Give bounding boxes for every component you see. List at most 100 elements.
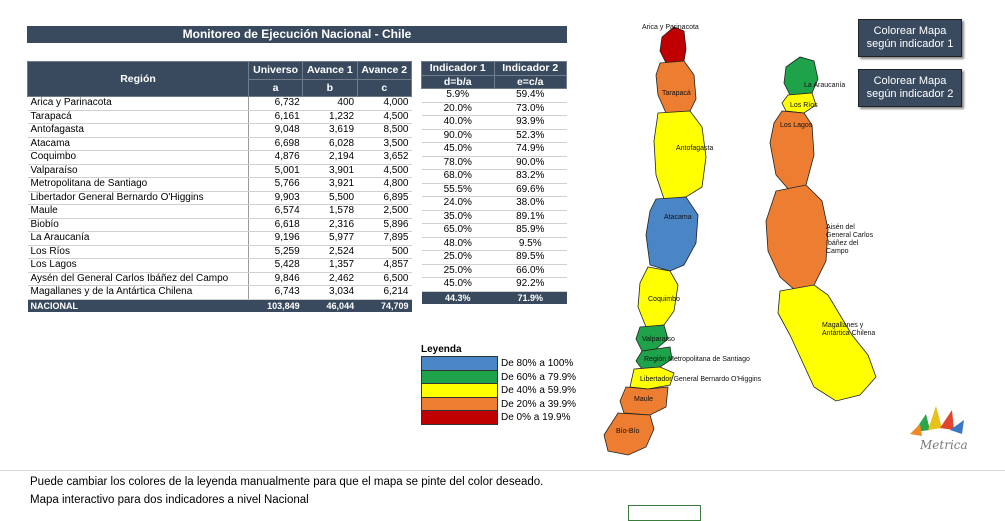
color-map-indicator-2-button[interactable]: Colorear Mapa según indicador 2 (858, 69, 962, 107)
cell-b[interactable]: 2,524 (302, 245, 358, 259)
cell-c[interactable]: 6,895 (357, 191, 412, 205)
cell-region[interactable]: Biobío (27, 218, 249, 232)
cell-c[interactable]: 7,895 (357, 231, 412, 246)
cell-c[interactable]: 3,500 (357, 137, 412, 151)
cell-d[interactable]: 25.0% (421, 250, 494, 265)
cell-b[interactable]: 2,462 (302, 272, 358, 286)
cell-e[interactable]: 85.9% (494, 223, 567, 238)
legend-swatch[interactable] (421, 356, 498, 371)
cell-c[interactable]: 4,500 (357, 164, 412, 178)
cell-e[interactable]: 52.3% (494, 129, 567, 143)
cell-region[interactable]: Magallanes y de la Antártica Chilena (27, 285, 249, 300)
cell-e[interactable]: 90.0% (494, 156, 567, 170)
cell-d[interactable]: 40.0% (421, 115, 494, 130)
cell-region[interactable]: Arica y Parinacota (27, 96, 249, 111)
cell-d[interactable]: 65.0% (421, 223, 494, 238)
cell-e[interactable]: 89.5% (494, 250, 567, 265)
total-region: NACIONAL (27, 299, 249, 312)
cell-e[interactable]: 92.2% (494, 277, 567, 292)
cell-c[interactable]: 4,500 (357, 110, 412, 124)
cell-a[interactable]: 5,001 (248, 164, 303, 178)
legend-swatch[interactable] (421, 383, 498, 398)
cell-e[interactable]: 74.9% (494, 142, 567, 157)
cell-d[interactable]: 78.0% (421, 156, 494, 170)
cell-region[interactable]: Tarapacá (27, 110, 249, 124)
cell-b[interactable]: 3,619 (302, 123, 358, 138)
legend-swatch[interactable] (421, 410, 498, 425)
cell-c[interactable]: 4,800 (357, 177, 412, 192)
cell-c[interactable]: 6,500 (357, 272, 412, 286)
cell-region[interactable]: Maule (27, 204, 249, 219)
cell-a[interactable]: 5,259 (248, 245, 303, 259)
cell-a[interactable]: 4,876 (248, 150, 303, 165)
cell-c[interactable]: 5,896 (357, 218, 412, 232)
legend-swatch[interactable] (421, 396, 498, 411)
cell-c[interactable]: 8,500 (357, 123, 412, 138)
cell-c[interactable]: 2,500 (357, 204, 412, 219)
cell-a[interactable]: 6,698 (248, 137, 303, 151)
cell-a[interactable]: 9,048 (248, 123, 303, 138)
cell-e[interactable]: 9.5% (494, 237, 567, 251)
cell-b[interactable]: 6,028 (302, 137, 358, 151)
cell-a[interactable]: 9,903 (248, 191, 303, 205)
cell-region[interactable]: Valparaíso (27, 164, 249, 178)
cell-d[interactable]: 45.0% (421, 277, 494, 292)
cell-d[interactable]: 24.0% (421, 196, 494, 211)
cell-region[interactable]: Los Lagos (27, 258, 249, 273)
cell-a[interactable]: 9,846 (248, 272, 303, 286)
cell-e[interactable]: 69.6% (494, 183, 567, 197)
cell-a[interactable]: 6,743 (248, 285, 303, 300)
cell-c[interactable]: 3,652 (357, 150, 412, 165)
cell-a[interactable]: 6,732 (248, 96, 303, 111)
cell-d[interactable]: 48.0% (421, 237, 494, 251)
cell-region[interactable]: Libertador General Bernardo O'Higgins (27, 191, 249, 205)
cell-d[interactable]: 68.0% (421, 169, 494, 184)
cell-d[interactable]: 35.0% (421, 210, 494, 224)
color-map-indicator-1-button[interactable]: Colorear Mapa según indicador 1 (858, 19, 962, 57)
cell-region[interactable]: Antofagasta (27, 123, 249, 138)
cell-b[interactable]: 5,977 (302, 231, 358, 246)
cell-e[interactable]: 38.0% (494, 196, 567, 211)
cell-b[interactable]: 3,921 (302, 177, 358, 192)
selected-cell[interactable] (628, 505, 701, 521)
cell-b[interactable]: 2,194 (302, 150, 358, 165)
cell-b[interactable]: 3,034 (302, 285, 358, 300)
cell-region[interactable]: La Araucanía (27, 231, 249, 246)
cell-c[interactable]: 500 (357, 245, 412, 259)
cell-b[interactable]: 1,357 (302, 258, 358, 273)
cell-b[interactable]: 400 (302, 96, 358, 111)
cell-e[interactable]: 93.9% (494, 115, 567, 130)
cell-e[interactable]: 73.0% (494, 102, 567, 116)
cell-b[interactable]: 3,901 (302, 164, 358, 178)
cell-a[interactable]: 5,428 (248, 258, 303, 273)
cell-c[interactable]: 6,214 (357, 285, 412, 300)
cell-a[interactable]: 9,196 (248, 231, 303, 246)
cell-d[interactable]: 55.5% (421, 183, 494, 197)
cell-region[interactable]: Atacama (27, 137, 249, 151)
legend-swatch[interactable] (421, 369, 498, 384)
cell-a[interactable]: 5,766 (248, 177, 303, 192)
cell-d[interactable]: 25.0% (421, 264, 494, 278)
cell-a[interactable]: 6,161 (248, 110, 303, 124)
cell-region[interactable]: Metropolitana de Santiago (27, 177, 249, 192)
cell-c[interactable]: 4,857 (357, 258, 412, 273)
cell-c[interactable]: 4,000 (357, 96, 412, 111)
cell-b[interactable]: 1,578 (302, 204, 358, 219)
cell-e[interactable]: 89.1% (494, 210, 567, 224)
logo-text: Metrica (920, 438, 968, 452)
cell-region[interactable]: Aysén del General Carlos Ibáñez del Camp… (27, 272, 249, 286)
cell-e[interactable]: 59.4% (494, 88, 567, 103)
cell-a[interactable]: 6,618 (248, 218, 303, 232)
cell-b[interactable]: 1,232 (302, 110, 358, 124)
cell-region[interactable]: Coquimbo (27, 150, 249, 165)
cell-b[interactable]: 5,500 (302, 191, 358, 205)
cell-d[interactable]: 45.0% (421, 142, 494, 157)
cell-d[interactable]: 5.9% (421, 88, 494, 103)
cell-region[interactable]: Los Ríos (27, 245, 249, 259)
cell-d[interactable]: 20.0% (421, 102, 494, 116)
cell-b[interactable]: 2,316 (302, 218, 358, 232)
cell-e[interactable]: 66.0% (494, 264, 567, 278)
cell-d[interactable]: 90.0% (421, 129, 494, 143)
cell-a[interactable]: 6,574 (248, 204, 303, 219)
cell-e[interactable]: 83.2% (494, 169, 567, 184)
